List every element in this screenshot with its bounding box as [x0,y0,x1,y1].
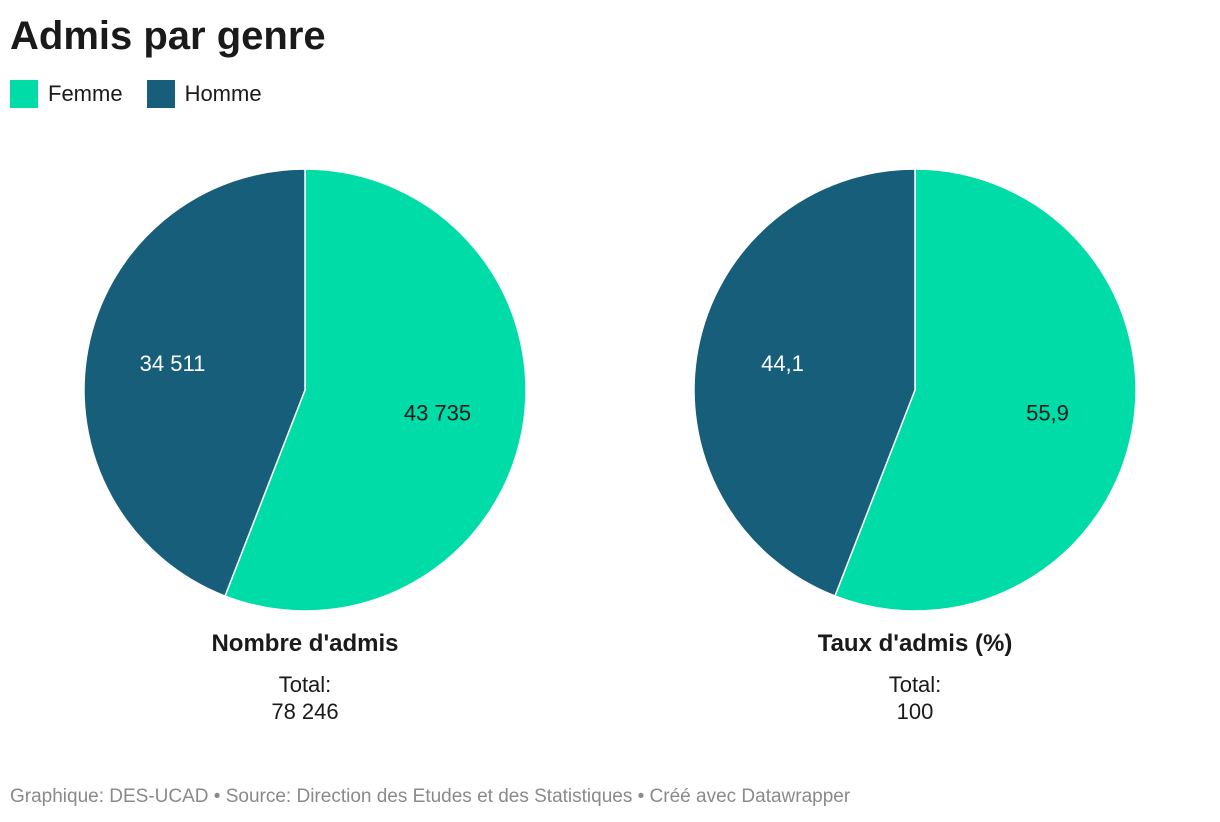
footer-credits: Graphique: DES-UCAD • Source: Direction … [10,786,851,807]
legend-label-homme: Homme [184,81,262,106]
pie-title-count: Nombre d'admis [211,630,399,657]
legend-label-femme: Femme [48,81,123,106]
slice-label-femme: 43 735 [404,401,471,426]
legend-item-femme: Femme [10,80,123,108]
pie-slice-femme [833,168,1137,612]
pie-svg-rate: 55,9 44,1 [693,168,1137,612]
total-label-count: Total: [278,672,332,697]
total-label-rate: Total: [888,672,942,697]
slice-label-homme: 34 511 [140,351,206,376]
pie-slice-homme [693,168,916,597]
pie-slice-femme [224,168,527,612]
pie-title-rate: Taux d'admis (%) [817,630,1013,657]
total-value-rate: 100 [896,699,934,724]
legend-item-homme: Homme [146,80,262,108]
pie-chart-rate: 55,9 44,1 Taux d'admis (%) Total: 100 [685,160,1145,760]
legend-swatch-homme [146,80,175,108]
pie-chart-count: 43 735 34 511 Nombre d'admis Total: 78 24… [75,160,535,760]
slice-label-homme: 44,1 [761,351,804,376]
legend: Femme Homme [10,80,286,108]
total-value-count: 78 246 [271,699,339,724]
legend-swatch-femme [10,80,38,108]
pie-svg-count: 43 735 34 511 [83,168,527,612]
slice-label-femme: 55,9 [1026,401,1069,426]
chart-title: Admis par genre [10,14,326,58]
pie-slice-homme [83,168,306,597]
